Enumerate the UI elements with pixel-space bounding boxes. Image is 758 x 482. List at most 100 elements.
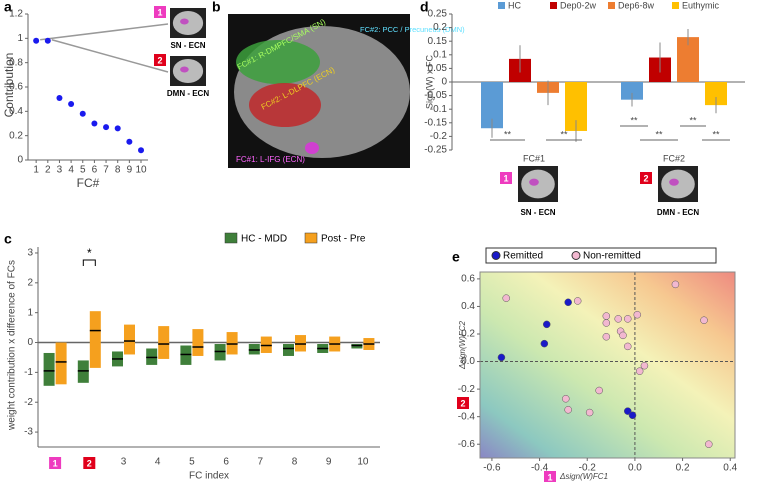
legend-marker	[491, 251, 501, 260]
box	[283, 344, 294, 356]
badge-text: 2	[157, 55, 162, 65]
box	[158, 326, 170, 359]
region	[305, 142, 319, 154]
y-tick-label: 3	[27, 248, 33, 259]
x-tick-label: 4	[68, 165, 74, 176]
point	[640, 361, 649, 370]
legend-swatch	[224, 232, 238, 244]
y-tick-label: 1	[17, 33, 23, 44]
point	[624, 315, 632, 323]
y-tick-label: 0.15	[428, 36, 448, 47]
y-tick-label: 0	[441, 77, 447, 88]
x-tick-label: 10	[357, 457, 369, 468]
y-tick-label: 0.1	[433, 49, 447, 60]
bar	[677, 37, 699, 82]
legend-swatch	[550, 2, 557, 9]
legend-label: HC	[508, 0, 521, 10]
point	[91, 120, 98, 127]
x-tick-label: 3	[57, 165, 63, 176]
background	[480, 272, 735, 458]
point	[114, 125, 121, 132]
annotation: DMN - ECN	[167, 89, 209, 98]
y-tick-label: -0.6	[458, 439, 476, 450]
badge	[154, 6, 166, 18]
legend-box	[485, 247, 717, 264]
point	[542, 320, 551, 329]
legend-marker	[571, 251, 581, 260]
badge-text: 1	[53, 458, 58, 468]
box	[55, 342, 67, 385]
point	[497, 353, 506, 362]
panel-label: c	[4, 231, 12, 247]
box	[192, 329, 204, 356]
x-tick-label: -0.2	[579, 463, 597, 474]
point	[635, 367, 644, 375]
x-tick-label: 9	[127, 165, 133, 176]
point	[138, 147, 145, 154]
legend-label: HC - MDD	[241, 234, 287, 245]
panel-label: d	[420, 0, 429, 15]
bar	[565, 82, 587, 131]
y-axis-label: Δsign(W)FC2	[458, 320, 467, 370]
y-axis-label: Sign(W) x FC	[424, 54, 434, 109]
legend-label: Dep6-8w	[618, 0, 655, 10]
y-tick-label: -0.2	[430, 131, 448, 142]
y-axis-label: weight contribution x difference of FCs	[7, 260, 18, 431]
x-tick-label: 10	[135, 165, 147, 176]
point	[619, 331, 627, 340]
x-tick-label: -0.6	[483, 463, 501, 474]
brain-icon-spot	[180, 66, 189, 73]
x-tick-label: 7	[258, 457, 264, 468]
badge	[49, 457, 62, 469]
x-tick-label: 0.2	[676, 463, 690, 474]
x-axis-label: FC#	[77, 176, 100, 190]
bar	[621, 82, 643, 100]
point	[502, 294, 510, 302]
x-axis-label: Δsign(W)FC1	[559, 472, 608, 481]
y-tick-label: 0.8	[9, 57, 23, 68]
legend-swatch	[304, 232, 318, 244]
y-tick-label: 1	[27, 307, 33, 318]
y-tick-label: -3	[24, 427, 33, 438]
x-tick-label: 6	[223, 457, 229, 468]
point	[700, 316, 708, 324]
badge	[640, 172, 652, 184]
point	[564, 298, 572, 307]
y-tick-label: -0.1	[430, 104, 448, 115]
y-tick-label: -0.2	[458, 384, 476, 395]
x-tick-label: 1	[33, 165, 39, 176]
region	[236, 40, 320, 84]
y-tick-label: 0	[27, 337, 33, 348]
arrow	[40, 23, 169, 41]
legend-label: Dep0-2w	[560, 0, 597, 10]
annotation: *	[87, 246, 92, 260]
panel-label: e	[452, 249, 460, 265]
point	[126, 138, 133, 145]
badge	[154, 54, 166, 66]
point	[103, 124, 110, 131]
y-tick-label: 0.6	[9, 82, 23, 93]
x-tick-label: 8	[292, 457, 298, 468]
brain-icon-spot	[180, 18, 189, 25]
point	[595, 386, 603, 395]
y-tick-label: 0.2	[433, 22, 447, 33]
point	[602, 312, 611, 320]
brain-icon-spot	[529, 178, 539, 186]
x-tick-label: 5	[189, 457, 195, 468]
annotation: SN - ECN	[170, 41, 205, 50]
significance: **	[630, 115, 638, 125]
y-tick-label: 0.4	[461, 301, 475, 312]
point	[573, 297, 582, 305]
plot-frame	[479, 271, 736, 459]
y-tick-label: -0.4	[458, 411, 476, 422]
point	[540, 339, 549, 348]
x-tick-label: 4	[155, 457, 161, 468]
x-tick-label: 8	[115, 165, 121, 176]
point	[633, 310, 642, 319]
legend-label: Euthymic	[682, 0, 720, 10]
y-tick-label: -2	[24, 397, 33, 408]
legend-swatch	[608, 2, 615, 9]
y-axis-label: Contribution	[2, 53, 16, 118]
panel-label: b	[212, 0, 221, 15]
y-tick-label: 1.2	[9, 9, 23, 20]
